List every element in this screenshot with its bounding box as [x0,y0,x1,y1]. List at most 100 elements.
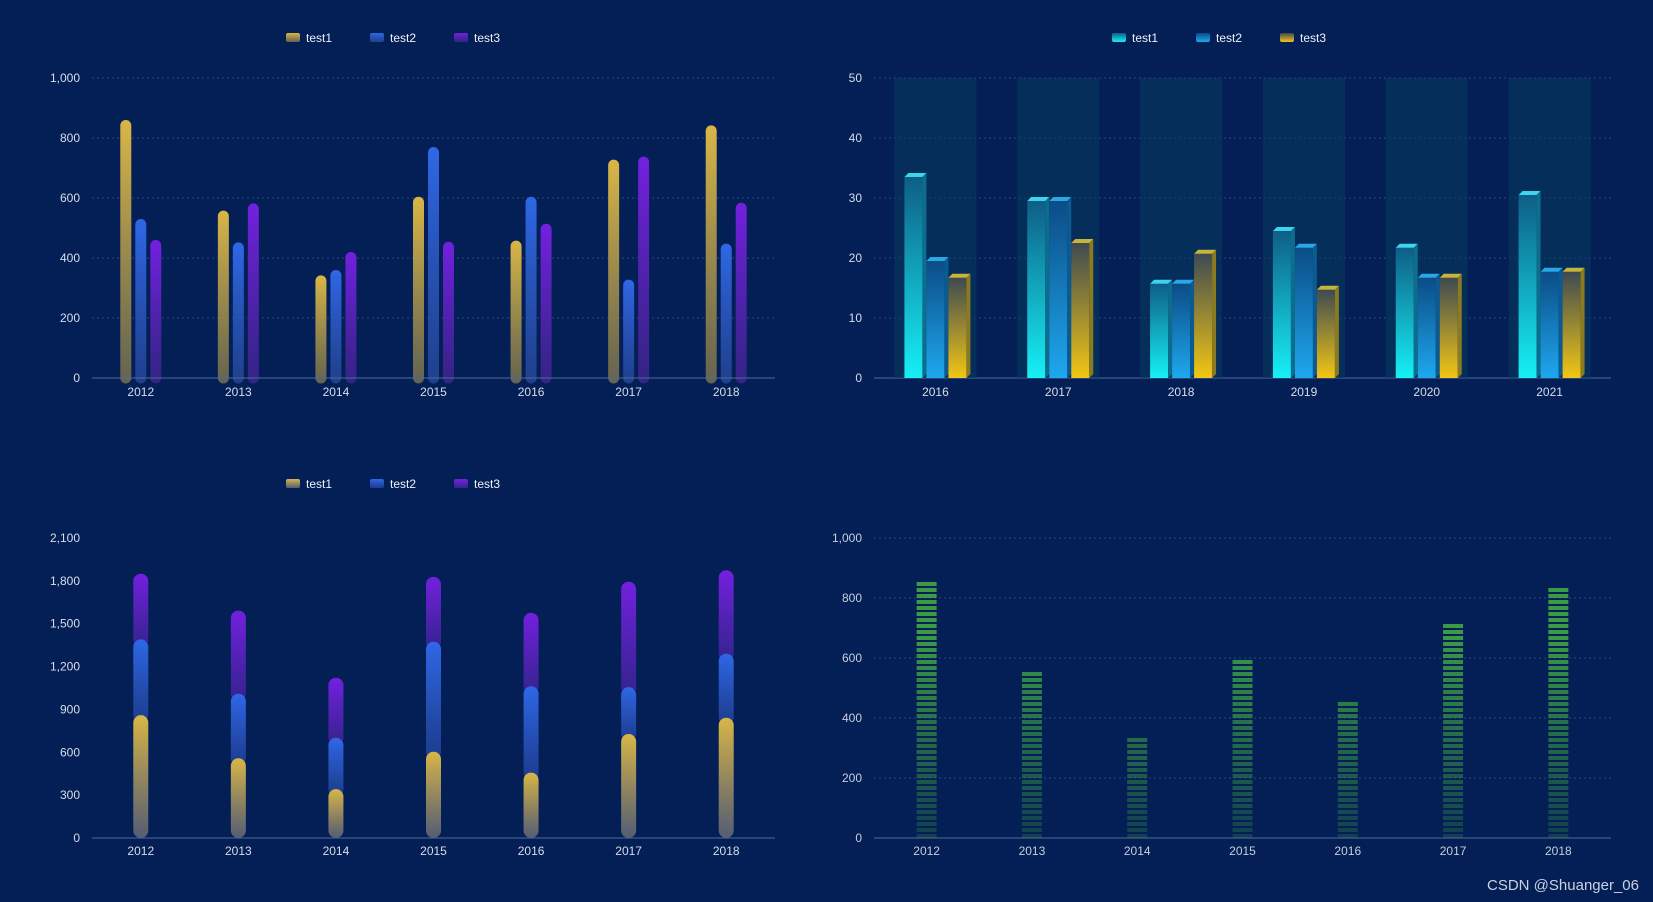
bar-segment [1232,816,1253,820]
y-tick-label: 0 [855,371,862,385]
bar-segment [916,732,937,736]
legend-label-test2: test2 [1216,31,1242,45]
bar-test3-2018 [718,570,734,662]
bar-segment [1232,774,1253,778]
bar-top-test3-2016 [948,273,971,278]
bar-segment [1337,744,1358,748]
bar-segment [916,834,937,838]
bar-segment [916,768,937,772]
bar-segment [1548,702,1569,706]
bar-side-test1-2021 [1536,191,1541,378]
bar-segment [1548,636,1569,640]
bar-segment [916,666,937,670]
bar-segment [1443,774,1464,778]
bar-segment [1021,750,1042,754]
bar-segment [1548,612,1569,616]
bar-test1-2018 [718,717,734,838]
bar-side-test2-2018 [1190,279,1195,378]
bar-test2-2020 [1417,277,1436,378]
bar-segment [916,672,937,676]
x-tick-label: 2016 [518,385,545,399]
bar-segment [1127,792,1148,796]
bar-segment [1232,822,1253,826]
bar-segment [1548,654,1569,658]
chart-segmented-bar: 0 200 400 600 800 1,000 2012 2013 2014 2015 2016 20… [826,451,1653,902]
bar-segment [916,606,937,610]
bar-segment [1548,780,1569,784]
legend-swatch [370,479,384,488]
legend-label-test3: test3 [474,477,500,491]
bar-segment [1548,678,1569,682]
bar-segment [1021,678,1042,682]
x-tick-label: 2017 [615,385,642,399]
bar-2018 [1548,588,1569,838]
bar-test1-2017 [621,734,637,838]
bar-segment [1443,816,1464,820]
bar-segment [1443,678,1464,682]
bar-test2-2016 [525,196,537,384]
bar-segment [1337,732,1358,736]
bar-segment [1232,678,1253,682]
bar-top-test2-2021 [1540,267,1563,272]
bar-segment [1548,732,1569,736]
y-tick-label: 10 [849,311,863,325]
bar-segment [1548,786,1569,790]
bar-segment [1443,732,1464,736]
bar-segment [1548,726,1569,730]
bar-segment [1443,672,1464,676]
bar-segment [1337,768,1358,772]
bar-segment [1127,828,1148,832]
bar-segment [916,648,937,652]
legend-label-test1: test1 [306,477,332,491]
bar-side-test3-2016 [966,273,971,378]
bar-segment [1443,720,1464,724]
bar-segment [1443,798,1464,802]
bar-test1-2016 [510,240,522,384]
bar-segment [1021,714,1042,718]
bar-segment [1548,714,1569,718]
x-tick-label: 2016 [922,385,949,399]
bar-segment [1548,804,1569,808]
bar-top-test3-2018 [1194,249,1217,254]
bar-test1-2014 [315,275,327,384]
bar-segment [1443,786,1464,790]
bar-segment [1232,708,1253,712]
bar-segment [1127,798,1148,802]
bar-segment [1127,786,1148,790]
bar-segment [1127,810,1148,814]
bar-segment [916,636,937,640]
bar-segment [916,654,937,658]
bar-segment [1443,636,1464,640]
bar-test3-2017 [1071,243,1090,378]
bar-top-test1-2019 [1272,227,1295,231]
bar-segment [1232,798,1253,802]
bar-segment [1232,702,1253,706]
bar-segment [1548,696,1569,700]
y-tick-label: 2,100 [50,531,80,545]
bar-test2-2013 [232,242,244,384]
y-tick-label: 1,500 [50,617,80,631]
bar-segment [916,720,937,724]
bar-top-test1-2017 [1027,197,1050,201]
bar-segment [916,678,937,682]
bar-test1-2016 [523,772,539,838]
bar-segment [916,792,937,796]
bar-test3-2013 [230,610,246,702]
legend-label-test1: test1 [1132,31,1158,45]
bar-side-test2-2020 [1435,273,1440,378]
bar-side-test1-2019 [1290,227,1295,378]
y-tick-label: 50 [849,71,863,85]
bar-segment [916,624,937,628]
bar-segment [1337,756,1358,760]
bar-segment [1443,738,1464,742]
bar-segment [1127,780,1148,784]
bar-test1-2013 [217,210,229,384]
bar-segment [1548,720,1569,724]
bar-segment [1232,804,1253,808]
bar-segment [1337,762,1358,766]
bar-segment [1337,804,1358,808]
bar-segment [916,786,937,790]
chart-svg-2: 0 10 20 30 40 50 test1 test2 test3 2016 2017 2018 20… [849,31,1611,399]
bar-segment [1443,756,1464,760]
bar-segment [1021,804,1042,808]
